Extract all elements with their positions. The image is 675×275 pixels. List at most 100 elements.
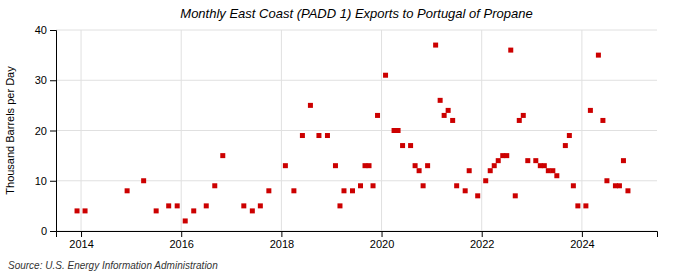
- point: [367, 163, 372, 168]
- title: Monthly East Coast (PADD 1) Exports to P…: [180, 6, 532, 21]
- point: [433, 43, 438, 48]
- point: [204, 203, 209, 208]
- tick-mark: [50, 131, 56, 132]
- tick-label: 2014: [69, 238, 93, 250]
- point: [396, 128, 401, 133]
- x-axis: 2014 2016 2018 2020 2022 2024: [57, 231, 658, 250]
- grid-line: [56, 80, 657, 81]
- tick: 0: [41, 225, 56, 237]
- point: [533, 158, 538, 163]
- point: [521, 113, 526, 118]
- point: [546, 168, 551, 173]
- point: [371, 183, 376, 188]
- tick-mark: [50, 181, 56, 182]
- point: [463, 188, 468, 193]
- tick-label: 2024: [570, 238, 594, 250]
- point: [421, 183, 426, 188]
- point: [442, 113, 447, 118]
- point: [337, 203, 342, 208]
- point: [625, 188, 630, 193]
- point: [333, 163, 338, 168]
- point: [567, 133, 572, 138]
- point: [621, 158, 626, 163]
- tick-mark: [582, 231, 583, 237]
- point: [575, 203, 580, 208]
- tick: 2018: [270, 231, 294, 250]
- point: [241, 203, 246, 208]
- chart: 2014 2016 2018 2020 2022 2024 0 10 20 30 40 Monthly…: [0, 0, 675, 275]
- point: [525, 158, 530, 163]
- point: [517, 118, 522, 123]
- point: [325, 133, 330, 138]
- tick-mark: [50, 231, 56, 232]
- y-axis-title: Thousand Barrels per Day: [4, 66, 16, 195]
- point: [220, 153, 225, 158]
- grid-line: [56, 30, 657, 31]
- point: [600, 118, 605, 123]
- point: [571, 183, 576, 188]
- point: [454, 183, 459, 188]
- point: [291, 188, 296, 193]
- tick: 2024: [570, 231, 594, 250]
- point: [408, 143, 413, 148]
- tick: 30: [35, 74, 56, 86]
- point: [166, 203, 171, 208]
- point: [450, 118, 455, 123]
- point: [604, 178, 609, 183]
- tick: 2020: [370, 231, 394, 250]
- point: [588, 108, 593, 113]
- point: [417, 168, 422, 173]
- point: [375, 113, 380, 118]
- point: [75, 208, 80, 213]
- point: [496, 158, 501, 163]
- tick: 2016: [169, 231, 193, 250]
- point: [583, 203, 588, 208]
- tick-label: 2020: [370, 238, 394, 250]
- point: [483, 178, 488, 183]
- point: [446, 108, 451, 113]
- point: [125, 188, 130, 193]
- tick-mark: [50, 30, 56, 31]
- tick-mark: [181, 231, 182, 237]
- annotation: Source: U.S. Energy Information Administ…: [8, 260, 218, 271]
- tick-label: 2018: [270, 238, 294, 250]
- point: [191, 208, 196, 213]
- point: [504, 153, 509, 158]
- point: [141, 178, 146, 183]
- point: [508, 48, 513, 53]
- tick-label: 40: [35, 24, 47, 36]
- point: [617, 183, 622, 188]
- point: [300, 133, 305, 138]
- point: [316, 133, 321, 138]
- point: [492, 163, 497, 168]
- point: [563, 143, 568, 148]
- point: [542, 163, 547, 168]
- tick-mark: [50, 80, 56, 81]
- tick-mark: [382, 231, 383, 237]
- tick: 2014: [69, 231, 93, 250]
- point: [183, 218, 188, 223]
- tick: 2022: [470, 231, 494, 250]
- tick-label: 20: [35, 125, 47, 137]
- point: [596, 53, 601, 58]
- tick-mark: [81, 231, 82, 237]
- point: [513, 193, 518, 198]
- point: [425, 163, 430, 168]
- axis-line: [50, 31, 57, 232]
- point: [341, 188, 346, 193]
- point: [488, 168, 493, 173]
- point: [83, 208, 88, 213]
- tick-label: 2016: [169, 238, 193, 250]
- point: [308, 103, 313, 108]
- grid-line: [56, 130, 657, 131]
- tick-label: 0: [41, 225, 47, 237]
- point: [475, 193, 480, 198]
- point: [350, 188, 355, 193]
- point: [258, 203, 263, 208]
- points: [75, 43, 631, 224]
- tick-label: 10: [35, 175, 47, 187]
- point: [154, 208, 159, 213]
- tick: 40: [35, 24, 56, 36]
- point: [413, 163, 418, 168]
- tick-label: 30: [35, 74, 47, 86]
